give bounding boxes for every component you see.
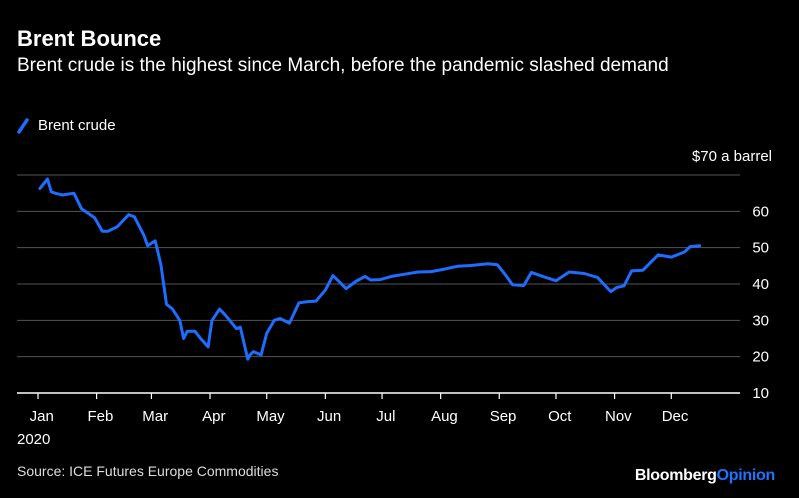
x-tick-label: Jul (376, 408, 395, 425)
series-line-brent-crude (38, 177, 702, 361)
chart-title: Brent Bounce (17, 26, 162, 51)
x-tick-year-label: 2020 (17, 431, 50, 448)
y-tick-label: 40 (752, 276, 769, 293)
legend-label: Brent crude (38, 117, 116, 134)
chart-subtitle: Brent crude is the highest since March, … (17, 55, 669, 76)
y-tick-label: 20 (752, 349, 769, 366)
legend: Brent crude (17, 117, 116, 134)
x-tick-label: Sep (490, 408, 517, 425)
x-tick-label: Dec (662, 408, 689, 425)
y-tick-label: 60 (752, 203, 769, 220)
brand-logo: BloombergOpinion (635, 467, 775, 485)
brand-bloomberg: Bloomberg (634, 467, 717, 484)
legend-swatch (17, 117, 29, 134)
x-tick-label: Oct (548, 408, 572, 425)
y-axis-unit-label: $70 a barrel (691, 148, 772, 165)
x-tick-label: Apr (202, 408, 225, 425)
x-tick-label: Jan (30, 408, 54, 425)
x-tick-label: Nov (605, 408, 632, 425)
y-tick-label: 10 (752, 385, 769, 402)
source-note: Source: ICE Futures Europe Commodities (17, 463, 279, 479)
y-tick-label: 30 (752, 312, 769, 329)
brand-opinion: Opinion (716, 467, 776, 484)
x-tick-label: Mar (142, 408, 168, 425)
x-tick-label: Aug (431, 408, 458, 425)
x-tick-label: Jun (317, 408, 341, 425)
x-tick-label: May (256, 408, 285, 425)
x-tick-label: Feb (87, 408, 113, 425)
y-tick-label: 50 (752, 240, 769, 257)
